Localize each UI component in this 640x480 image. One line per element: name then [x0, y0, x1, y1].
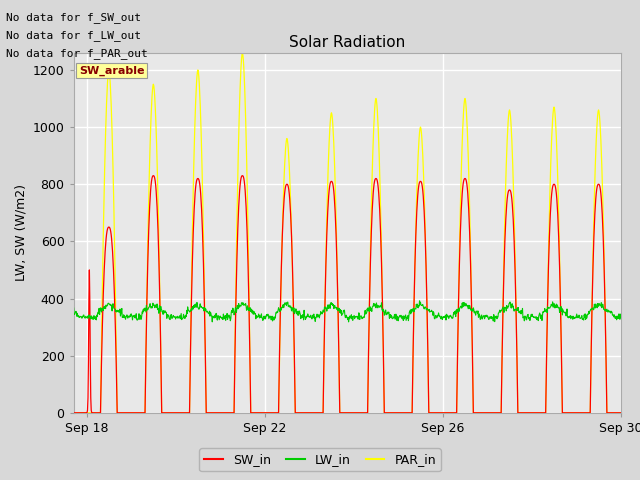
Text: No data for f_PAR_out: No data for f_PAR_out — [6, 48, 148, 60]
Title: Solar Radiation: Solar Radiation — [289, 35, 405, 50]
Legend: SW_in, LW_in, PAR_in: SW_in, LW_in, PAR_in — [199, 448, 441, 471]
Text: No data for f_LW_out: No data for f_LW_out — [6, 30, 141, 41]
Y-axis label: LW, SW (W/m2): LW, SW (W/m2) — [14, 184, 27, 281]
Text: No data for f_SW_out: No data for f_SW_out — [6, 12, 141, 23]
Text: SW_arable: SW_arable — [79, 65, 145, 76]
